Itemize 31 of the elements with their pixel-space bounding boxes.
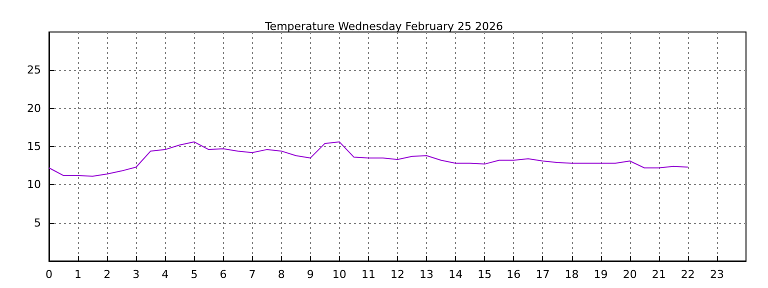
x-tick-label: 9 (306, 268, 314, 281)
chart-title: Temperature Wednesday February 25 2026 (264, 20, 504, 33)
x-tick-label: 11 (361, 268, 376, 281)
x-tick-label: 13 (420, 268, 434, 281)
line-series (48, 141, 688, 177)
x-tick-label: 12 (390, 268, 404, 281)
y-tick-label: 25 (27, 64, 41, 77)
x-tick-label: 15 (478, 268, 492, 281)
x-tick-label: 3 (132, 268, 140, 281)
x-tick-label: 22 (680, 268, 695, 281)
x-tick-label: 1 (74, 268, 82, 281)
x-tick-label: 20 (622, 268, 637, 281)
x-tick-label: 2 (104, 268, 111, 281)
x-tick-label: 10 (332, 268, 346, 281)
y-tick-label: 10 (27, 178, 41, 192)
x-tick-label: 23 (710, 268, 724, 281)
x-tick-label: 8 (278, 268, 285, 281)
y-tick-label: 5 (34, 216, 41, 230)
y-tick-label: 15 (27, 140, 41, 153)
x-tick-label: 18 (564, 268, 579, 281)
x-tick-label: 17 (536, 268, 550, 281)
x-tick-label: 6 (220, 268, 227, 281)
y-tick-label: 20 (27, 102, 41, 115)
x-tick-label: 19 (594, 268, 608, 281)
x-tick-label: 14 (448, 268, 463, 281)
x-tick-label: 0 (46, 268, 52, 281)
x-tick-label: 4 (162, 268, 169, 281)
x-tick-label: 7 (248, 268, 256, 281)
x-tick-label: 16 (506, 268, 521, 281)
x-tick-label: 5 (190, 268, 198, 281)
x-tick-label: 21 (652, 268, 666, 281)
